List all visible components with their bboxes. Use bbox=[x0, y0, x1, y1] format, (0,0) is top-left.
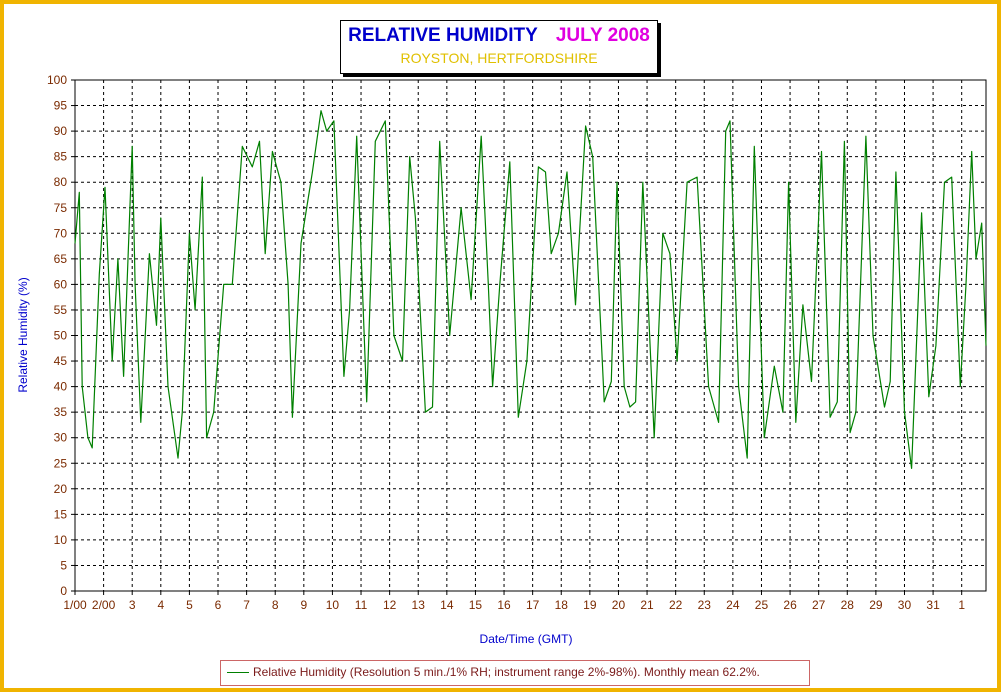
x-tick-label: 7 bbox=[243, 598, 250, 612]
y-tick-label: 95 bbox=[54, 99, 68, 113]
x-tick-label: 1/00 bbox=[63, 598, 87, 612]
x-tick-label: 28 bbox=[841, 598, 855, 612]
legend-label: Relative Humidity (Resolution 5 min./1% … bbox=[253, 665, 760, 679]
chart-title-line: RELATIVE HUMIDITY JULY 2008 bbox=[341, 25, 657, 47]
x-axis-label: Date/Time (GMT) bbox=[480, 632, 573, 646]
x-tick-label: 13 bbox=[412, 598, 426, 612]
legend-swatch bbox=[227, 672, 249, 673]
x-tick-label: 30 bbox=[898, 598, 912, 612]
x-tick-label: 5 bbox=[186, 598, 193, 612]
x-tick-label: 19 bbox=[583, 598, 597, 612]
chart-subtitle: ROYSTON, HERTFORDSHIRE bbox=[400, 50, 598, 66]
y-tick-label: 65 bbox=[54, 252, 68, 266]
x-tick-label: 2/00 bbox=[92, 598, 116, 612]
chart-title: RELATIVE HUMIDITY bbox=[348, 25, 538, 46]
series-layer bbox=[74, 110, 987, 469]
y-axis-ticks: 0 5 10 15 20 25 30 35 40 45 50 55 60 65 70 75 80 85 90 95 10… bbox=[47, 73, 67, 598]
x-tick-label: 8 bbox=[272, 598, 279, 612]
x-tick-label: 20 bbox=[612, 598, 626, 612]
y-tick-label: 20 bbox=[54, 482, 68, 496]
y-tick-label: 45 bbox=[54, 354, 68, 368]
x-tick-label: 16 bbox=[497, 598, 511, 612]
y-tick-label: 5 bbox=[60, 558, 67, 572]
y-axis-label: Relative Humidity (%) bbox=[16, 277, 30, 392]
y-tick-label: 100 bbox=[47, 73, 67, 87]
x-tick-label: 21 bbox=[640, 598, 654, 612]
x-tick-label: 4 bbox=[157, 598, 164, 612]
x-tick-label: 31 bbox=[926, 598, 940, 612]
y-tick-label: 85 bbox=[54, 150, 68, 164]
legend: Relative Humidity (Resolution 5 min./1% … bbox=[220, 660, 810, 686]
chart-title-date: JULY 2008 bbox=[555, 25, 650, 46]
x-tick-label: 22 bbox=[669, 598, 683, 612]
y-tick-label: 55 bbox=[54, 303, 68, 317]
x-tick-label: 26 bbox=[783, 598, 797, 612]
y-tick-label: 80 bbox=[54, 175, 68, 189]
y-tick-label: 50 bbox=[54, 329, 68, 343]
y-tick-label: 15 bbox=[54, 507, 68, 521]
x-tick-label: 10 bbox=[326, 598, 340, 612]
x-tick-label: 29 bbox=[869, 598, 883, 612]
x-tick-label: 25 bbox=[755, 598, 769, 612]
y-tick-label: 40 bbox=[54, 380, 68, 394]
x-tick-label: 23 bbox=[698, 598, 712, 612]
x-tick-label: 12 bbox=[383, 598, 397, 612]
y-tick-label: 35 bbox=[54, 405, 68, 419]
x-tick-label: 18 bbox=[555, 598, 569, 612]
y-tick-label: 0 bbox=[60, 584, 67, 598]
y-tick-label: 10 bbox=[54, 533, 68, 547]
x-tick-label: 27 bbox=[812, 598, 826, 612]
grid-lines bbox=[71, 79, 986, 595]
x-tick-label: 17 bbox=[526, 598, 540, 612]
x-tick-label: 9 bbox=[300, 598, 307, 612]
x-tick-label: 1 bbox=[958, 598, 965, 612]
y-tick-label: 30 bbox=[54, 431, 68, 445]
x-tick-label: 14 bbox=[440, 598, 454, 612]
x-tick-label: 24 bbox=[726, 598, 740, 612]
x-axis-ticks: 1/00 2/00 3 4 5 6 7 8 9 10 11 12 13 14 15 16 17 18 19 20 21 2… bbox=[63, 598, 965, 612]
x-tick-label: 15 bbox=[469, 598, 483, 612]
y-tick-label: 25 bbox=[54, 456, 68, 470]
chart-plot: 0510152025303540455055606570758085909510… bbox=[16, 73, 987, 646]
x-tick-label: 11 bbox=[355, 598, 368, 612]
x-tick-label: 6 bbox=[215, 598, 222, 612]
y-tick-label: 75 bbox=[54, 201, 68, 215]
chart-title-box: RELATIVE HUMIDITY JULY 2008 ROYSTON, HERT… bbox=[340, 20, 658, 74]
series-line-0 bbox=[74, 110, 987, 469]
x-tick-label: 3 bbox=[129, 598, 136, 612]
y-tick-label: 90 bbox=[54, 124, 68, 138]
y-tick-label: 60 bbox=[54, 277, 68, 291]
y-tick-label: 70 bbox=[54, 226, 68, 240]
